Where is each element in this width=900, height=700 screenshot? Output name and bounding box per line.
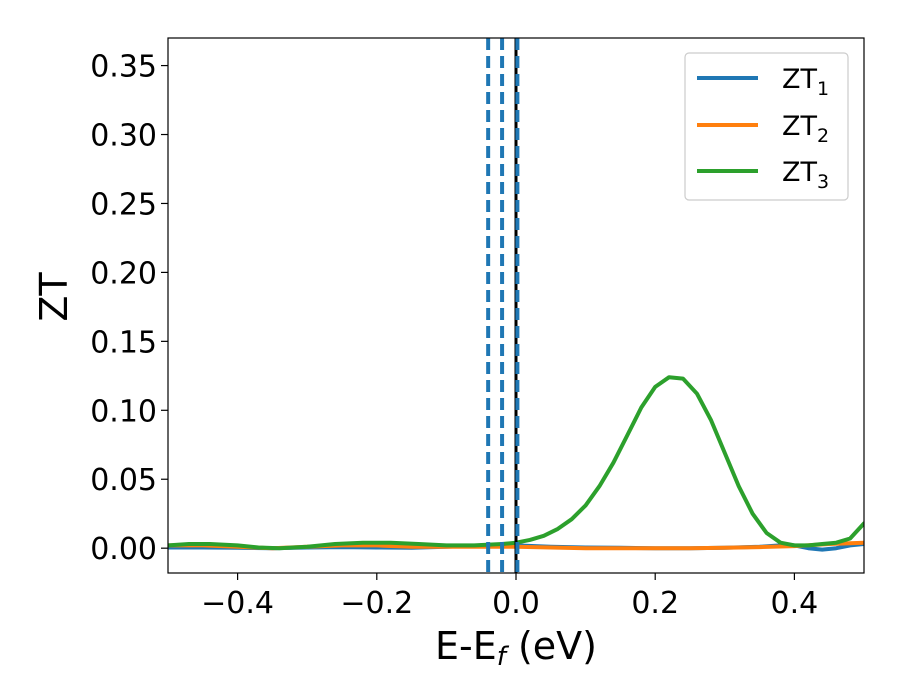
legend-entry-zt3: ZT3	[697, 157, 829, 193]
legend-entry-zt2: ZT2	[697, 111, 829, 147]
legend-label-zt1: ZT1	[782, 64, 829, 100]
y-axis: 0.00 0.05 0.10 0.15 0.20 0.25 0.30 0.35	[90, 50, 168, 567]
x-axis-label-unit: (eV)	[506, 624, 597, 668]
x-tick-label: 0.2	[631, 586, 679, 621]
y-tick-label: 0.00	[90, 532, 157, 567]
x-axis-label-main: E-E	[435, 624, 497, 668]
legend: ZT1 ZT2 ZT3	[684, 52, 849, 201]
x-tick-label: −0.4	[201, 586, 274, 621]
legend-entry-zt1: ZT1	[697, 64, 829, 100]
y-tick-label: 0.05	[90, 463, 157, 498]
reference-lines	[486, 38, 520, 573]
y-axis-label: ZT	[32, 272, 76, 322]
x-axis: −0.4 −0.2 0.0 0.2 0.4	[201, 573, 818, 621]
y-tick-label: 0.30	[90, 119, 157, 154]
legend-box	[684, 52, 849, 201]
x-axis-label: E-Ef (eV)	[435, 624, 597, 672]
series-line-zt3	[168, 375, 864, 551]
y-tick-label: 0.15	[90, 325, 157, 360]
legend-label-zt3: ZT3	[782, 157, 829, 193]
y-tick-label: 0.20	[90, 256, 157, 291]
y-tick-label: 0.10	[90, 394, 157, 429]
y-tick-label: 0.35	[90, 50, 157, 85]
x-tick-label: 0.0	[492, 586, 540, 621]
legend-label-zt2: ZT2	[782, 111, 829, 147]
x-tick-label: −0.2	[340, 586, 413, 621]
x-tick-label: 0.4	[771, 586, 819, 621]
y-tick-label: 0.25	[90, 187, 157, 222]
